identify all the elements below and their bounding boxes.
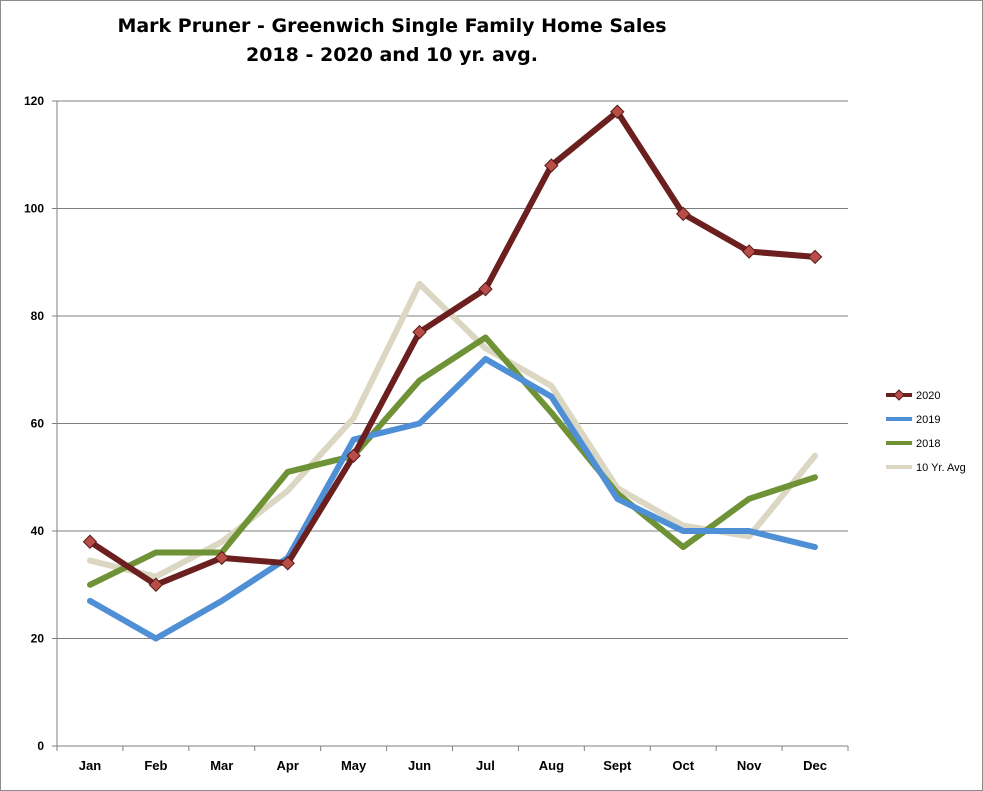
data-point-2020 <box>280 556 295 571</box>
legend-label: 2020 <box>916 390 940 402</box>
data-point-2020 <box>148 577 164 592</box>
data-point-2020 <box>412 324 427 340</box>
y-axis-ticks: 0 20 40 60 80 100 120 <box>24 94 44 753</box>
chart-title-line1: Mark Pruner - Greenwich Single Family Ho… <box>117 15 667 37</box>
legend-label: 2019 <box>916 414 940 426</box>
legend-label: 10 Yr. Avg <box>916 462 966 474</box>
legend-item: 2019 <box>886 414 940 426</box>
data-point-2020 <box>478 281 493 297</box>
legend: 2020 2019 2018 10 Yr. Avg <box>886 389 966 474</box>
x-tick-label: Mar <box>210 758 233 773</box>
series-line-2019 <box>87 356 818 642</box>
y-tick-label: 0 <box>37 739 44 753</box>
x-tick-label: Sept <box>603 758 632 773</box>
x-tick-label: May <box>341 758 367 773</box>
series-line-10-yr-avg <box>87 280 818 580</box>
legend-item: 2020 <box>886 389 940 402</box>
legend-label: 2018 <box>916 438 940 450</box>
y-tick-label: 80 <box>31 309 45 323</box>
series-line-2020 <box>87 108 818 588</box>
y-tick-label: 60 <box>31 417 45 431</box>
y-tick-label: 40 <box>31 524 45 538</box>
x-tick-label: Jun <box>408 758 431 773</box>
series-lines <box>82 104 823 642</box>
data-point-2020 <box>82 534 98 549</box>
data-point-2020 <box>346 448 361 463</box>
legend-item: 10 Yr. Avg <box>886 462 966 474</box>
x-tick-label: Oct <box>672 758 694 773</box>
chart-title: Mark Pruner - Greenwich Single Family Ho… <box>0 12 784 70</box>
y-tick-label: 20 <box>31 632 45 646</box>
data-point-2020 <box>676 206 691 222</box>
series-line-2018 <box>87 334 818 588</box>
data-point-2020 <box>807 249 823 265</box>
data-point-2020 <box>741 244 757 259</box>
data-point-2020 <box>610 104 625 119</box>
data-point-2020 <box>544 158 559 173</box>
x-tick-label: Nov <box>737 758 762 773</box>
x-tick-label: Dec <box>803 758 827 773</box>
data-point-2020 <box>214 550 229 566</box>
x-tick-label: Jan <box>79 758 101 773</box>
chart-subtitle: 2018 - 2020 and 10 yr. avg. <box>245 44 538 66</box>
y-tick-label: 120 <box>24 94 44 108</box>
x-axis-ticks: Jan Feb Mar Apr May Jun Jul Aug Sept Oct Nov Dec <box>79 758 827 773</box>
x-tick-label: Apr <box>277 758 299 773</box>
y-tick-label: 100 <box>24 202 44 216</box>
x-tick-label: Jul <box>476 758 495 773</box>
legend-item: 2018 <box>886 438 940 450</box>
x-tick-label: Aug <box>539 758 564 773</box>
x-tick-label: Feb <box>144 758 167 773</box>
legend-marker <box>893 389 905 401</box>
gridlines <box>52 100 849 751</box>
